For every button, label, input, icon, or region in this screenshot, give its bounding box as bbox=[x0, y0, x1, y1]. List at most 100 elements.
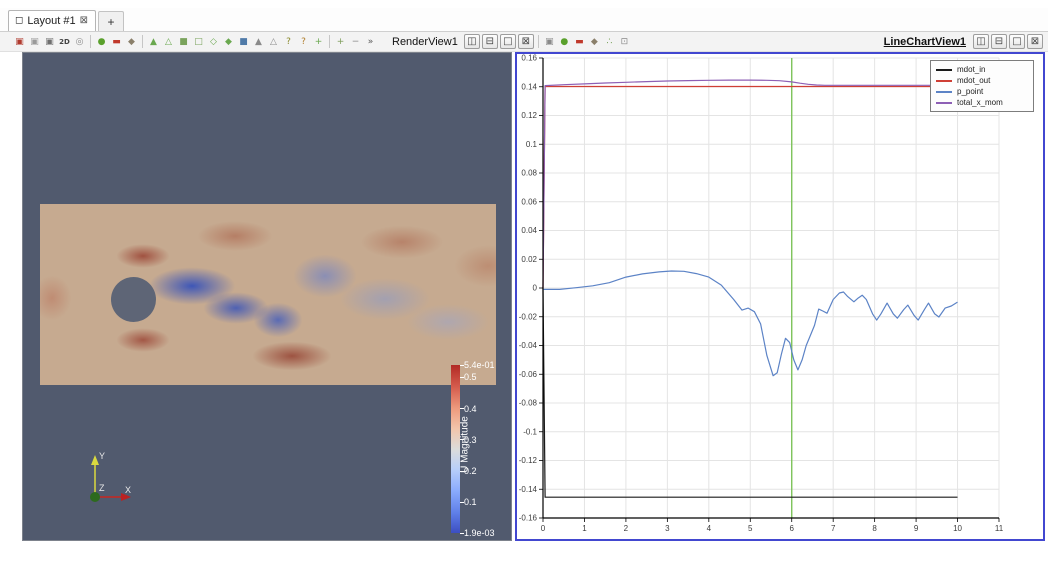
svg-text:5: 5 bbox=[748, 524, 753, 533]
svg-text:4: 4 bbox=[707, 524, 712, 533]
split-vertical-button[interactable]: ⊟ bbox=[481, 34, 498, 49]
chart-export-icon[interactable]: ⊡ bbox=[620, 36, 629, 47]
plus-icon[interactable]: + bbox=[336, 36, 345, 47]
svg-text:-0.04: -0.04 bbox=[519, 341, 538, 350]
svg-text:0.1: 0.1 bbox=[526, 140, 538, 149]
colorbar-tick bbox=[460, 470, 464, 472]
reset-camera-icon[interactable]: ▣ bbox=[15, 36, 24, 47]
tab-layout-1[interactable]: ◻ Layout #1 ⊠ bbox=[8, 10, 97, 31]
svg-text:0.14: 0.14 bbox=[521, 82, 537, 91]
camera-toolbar: ▣ ▣ ▣ 2D ◎ ● ▬ ◆ ▲ △ ■ □ ◇ ◆ ■ ▲ △?? + + −» bbox=[12, 34, 378, 49]
svg-text:-0.08: -0.08 bbox=[519, 399, 538, 408]
legend-series-name: mdot_in bbox=[957, 65, 986, 74]
chart-view-window-buttons: ◫ ⊟ □ ⊠ bbox=[972, 34, 1044, 49]
svg-text:0.06: 0.06 bbox=[521, 197, 537, 206]
line-chart-view-title: LineChartView1 bbox=[883, 35, 966, 48]
legend-series-name: total_x_mom bbox=[957, 98, 1003, 107]
select-cells-polygon-icon[interactable]: ◇ bbox=[210, 36, 217, 47]
layout-window-icon: ◻ bbox=[15, 15, 24, 26]
view-toolbar: ▣ ▣ ▣ 2D ◎ ● ▬ ◆ ▲ △ ■ □ ◇ ◆ ■ ▲ △?? + + −» RenderView1 ◫ ⊟ □… bbox=[0, 32, 1048, 52]
cfd-flow-domain bbox=[40, 204, 496, 385]
colorbar-tick bbox=[460, 408, 464, 410]
colorbar-tick bbox=[460, 501, 464, 503]
adjust-chart-icon[interactable]: ◆ bbox=[590, 36, 598, 47]
orientation-axes: Y X Z bbox=[90, 451, 131, 502]
colorbar-label: 0.5 bbox=[464, 372, 477, 383]
svg-text:2: 2 bbox=[624, 524, 629, 533]
legend-line-swatch bbox=[936, 79, 952, 82]
split-horizontal-button[interactable]: ◫ bbox=[463, 34, 480, 49]
tab-close-icon[interactable]: ⊠ bbox=[79, 15, 89, 26]
hover-points-icon[interactable]: ? bbox=[301, 36, 306, 47]
render-view-canvas[interactable]: 5.4e-01 0.5 0.4 0.3 0.2 0.1 1.9e-03 U Magnitud… bbox=[22, 52, 512, 541]
legend-series-name: p_point bbox=[957, 87, 984, 96]
legend-entry: mdot_out bbox=[936, 75, 1028, 86]
cylinder-obstacle bbox=[111, 277, 156, 322]
split-vertical-button[interactable]: ⊟ bbox=[991, 34, 1007, 49]
legend-series-name: mdot_out bbox=[957, 76, 991, 85]
render-view-window-buttons: ◫ ⊟ □ ⊠ bbox=[463, 34, 535, 49]
toolbar-overflow-icon[interactable]: » bbox=[367, 36, 374, 47]
select-cells-on-icon[interactable]: ▲ bbox=[150, 36, 157, 47]
show-center-axes-icon[interactable]: ● bbox=[97, 36, 106, 47]
split-horizontal-button[interactable]: ◫ bbox=[973, 34, 989, 49]
colorbar-label: 0.4 bbox=[464, 403, 477, 414]
views-container: 5.4e-01 0.5 0.4 0.3 0.2 0.1 1.9e-03 U Magnitud… bbox=[22, 52, 1045, 541]
svg-text:8: 8 bbox=[872, 524, 877, 533]
axis-x-label: X bbox=[125, 485, 131, 495]
colorbar-label: 0.2 bbox=[464, 466, 477, 477]
maximize-button[interactable]: □ bbox=[1009, 34, 1025, 49]
show-chart-axes-icon[interactable]: ● bbox=[560, 36, 569, 47]
color-legend-title: U Magnitude bbox=[459, 416, 471, 473]
zoom-to-data-icon[interactable]: ▣ bbox=[45, 36, 54, 47]
line-chart-view[interactable]: 0 1 2 3 4 5 6 7 8 9 10 11 0.16 0.14 0.12 0.1 0.08 0.06 0.0… bbox=[515, 52, 1045, 541]
colorbar-label: 5.4e-01 bbox=[464, 360, 495, 370]
add-layout-tab[interactable]: + bbox=[98, 11, 125, 31]
chart-options-icon[interactable]: ∴ bbox=[606, 36, 613, 47]
add-selection-icon[interactable]: + bbox=[314, 36, 323, 47]
maximize-button[interactable]: □ bbox=[499, 34, 516, 49]
toggle-2d-icon[interactable]: 2D bbox=[59, 37, 70, 46]
layout-tab-bar: ◻ Layout #1 ⊠ + bbox=[0, 8, 1048, 32]
colorbar-tick bbox=[460, 532, 464, 534]
svg-text:0.04: 0.04 bbox=[521, 226, 537, 235]
svg-text:6: 6 bbox=[790, 524, 795, 533]
reset-camera-closest-icon[interactable]: ▣ bbox=[30, 36, 39, 47]
legend-line-swatch bbox=[936, 101, 952, 104]
interactive-select-cells-icon[interactable]: ▲ bbox=[255, 36, 262, 47]
close-button[interactable]: ⊠ bbox=[517, 34, 534, 49]
legend-entry: p_point bbox=[936, 86, 1028, 97]
adjust-camera-icon[interactable]: ◆ bbox=[128, 36, 135, 47]
svg-text:-0.06: -0.06 bbox=[519, 370, 538, 379]
line-chart-svg[interactable]: 0 1 2 3 4 5 6 7 8 9 10 11 0.16 0.14 0.12 0.1 0.08 0.06 0.0… bbox=[517, 54, 1043, 539]
interactive-select-points-icon[interactable]: △ bbox=[270, 36, 277, 47]
select-points-through-icon[interactable]: □ bbox=[194, 36, 203, 47]
axis-z-label: Z bbox=[99, 483, 105, 493]
toolbar-separator bbox=[329, 35, 330, 48]
svg-text:10: 10 bbox=[953, 524, 962, 533]
svg-text:0.16: 0.16 bbox=[521, 54, 537, 63]
chart-legend: mdot_in mdot_out p_point total_x_mom bbox=[930, 60, 1034, 112]
hide-chart-axes-icon[interactable]: ▬ bbox=[575, 36, 584, 47]
svg-text:-0.1: -0.1 bbox=[523, 427, 537, 436]
select-points-on-icon[interactable]: △ bbox=[165, 36, 172, 47]
close-button[interactable]: ⊠ bbox=[1027, 34, 1043, 49]
svg-text:11: 11 bbox=[995, 524, 1004, 533]
legend-entry: total_x_mom bbox=[936, 97, 1028, 108]
colorbar-tick bbox=[460, 364, 464, 366]
hide-center-axes-icon[interactable]: ▬ bbox=[112, 36, 121, 47]
toolbar-separator bbox=[90, 35, 91, 48]
select-cells-through-icon[interactable]: ■ bbox=[179, 36, 188, 47]
color-legend[interactable]: 5.4e-01 0.5 0.4 0.3 0.2 0.1 1.9e-03 U Magnitud… bbox=[451, 360, 511, 538]
select-points-polygon-icon[interactable]: ◆ bbox=[225, 36, 232, 47]
legend-entry: mdot_in bbox=[936, 64, 1028, 75]
minus-icon[interactable]: − bbox=[351, 36, 360, 47]
svg-text:1: 1 bbox=[582, 524, 587, 533]
hover-cells-icon[interactable]: ? bbox=[286, 36, 291, 47]
toolbar-separator bbox=[142, 35, 143, 48]
zoom-to-box-icon[interactable]: ◎ bbox=[75, 36, 84, 47]
svg-text:0.08: 0.08 bbox=[521, 169, 537, 178]
capture-screenshot-icon[interactable]: ▣ bbox=[545, 36, 554, 47]
svg-text:9: 9 bbox=[914, 524, 919, 533]
select-block-icon[interactable]: ■ bbox=[239, 36, 248, 47]
